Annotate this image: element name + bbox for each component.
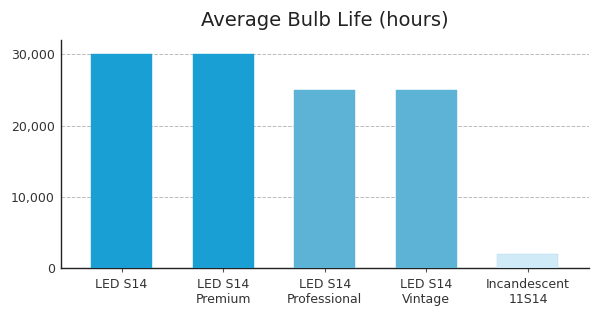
Bar	[193, 54, 254, 268]
Bar	[91, 54, 152, 268]
Bar	[396, 90, 457, 268]
Title: Average Bulb Life (hours): Average Bulb Life (hours)	[201, 11, 449, 30]
Bar	[294, 90, 355, 268]
Bar	[497, 254, 559, 268]
